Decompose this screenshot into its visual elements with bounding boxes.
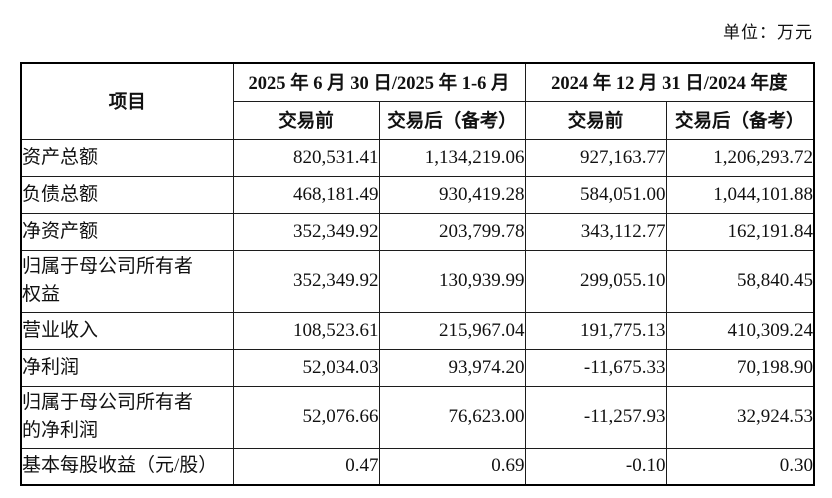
subheader-2025-post-transaction: 交易后（备考）	[378, 100, 526, 140]
cell-value: 58,840.45	[665, 249, 815, 313]
cell-value: 927,163.77	[524, 138, 667, 177]
row-label: 净资产额	[20, 212, 234, 251]
header-row-subcolumns: 交易前 交易后（备考） 交易前 交易后（备考）	[21, 100, 815, 140]
cell-value: 410,309.24	[665, 311, 815, 350]
table-row-net-assets: 净资产额 352,349.92 203,799.78 343,112.77 16…	[20, 212, 815, 251]
cell-value: 584,051.00	[524, 175, 667, 214]
cell-value: 52,034.03	[232, 348, 380, 387]
cell-value: 93,974.20	[378, 348, 526, 387]
financial-comparison-table: 项目 2025 年 6 月 30 日/2025 年 1-6 月 2024 年 1…	[20, 62, 816, 486]
cell-value: -11,257.93	[524, 385, 667, 449]
table-row-basic-eps: 基本每股收益（元/股） 0.47 0.69 -0.10 0.30	[20, 447, 815, 486]
row-label: 资产总额	[20, 138, 234, 177]
item-column-header: 项目	[20, 62, 234, 140]
cell-value: 0.69	[378, 447, 526, 486]
period-2024-header: 2024 年 12 月 31 日/2024 年度	[524, 62, 815, 102]
cell-value: 130,939.99	[378, 249, 526, 313]
row-label: 营业收入	[20, 311, 234, 350]
cell-value: 343,112.77	[524, 212, 667, 251]
cell-value: 930,419.28	[378, 175, 526, 214]
table-row-parent-net-profit: 归属于母公司所有者 的净利润 52,076.66 76,623.00 -11,2…	[20, 385, 815, 449]
cell-value: 108,523.61	[232, 311, 380, 350]
cell-value: 70,198.90	[665, 348, 815, 387]
cell-value: 352,349.92	[232, 212, 380, 251]
cell-value: 76,623.00	[378, 385, 526, 449]
cell-value: -11,675.33	[524, 348, 667, 387]
row-label: 负债总额	[20, 175, 234, 214]
row-label: 基本每股收益（元/股）	[20, 447, 234, 486]
cell-value: 0.47	[232, 447, 380, 486]
period-2025-header: 2025 年 6 月 30 日/2025 年 1-6 月	[232, 62, 526, 102]
cell-value: 1,206,293.72	[665, 138, 815, 177]
cell-value: 32,924.53	[665, 385, 815, 449]
row-label: 归属于母公司所有者 权益	[20, 249, 234, 313]
cell-value: 215,967.04	[378, 311, 526, 350]
cell-value: 0.30	[665, 447, 815, 486]
table-row-total-assets: 资产总额 820,531.41 1,134,219.06 927,163.77 …	[20, 138, 815, 177]
table-row-total-liabilities: 负债总额 468,181.49 930,419.28 584,051.00 1,…	[20, 175, 815, 214]
unit-label: 单位：万元	[723, 23, 813, 42]
table-row-parent-equity: 归属于母公司所有者 权益 352,349.92 130,939.99 299,0…	[20, 249, 815, 313]
row-label: 净利润	[20, 348, 234, 387]
cell-value: 191,775.13	[524, 311, 667, 350]
cell-value: 203,799.78	[378, 212, 526, 251]
cell-value: 1,134,219.06	[378, 138, 526, 177]
table-row-operating-revenue: 营业收入 108,523.61 215,967.04 191,775.13 41…	[20, 311, 815, 350]
cell-value: -0.10	[524, 447, 667, 486]
cell-value: 52,076.66	[232, 385, 380, 449]
cell-value: 162,191.84	[665, 212, 815, 251]
cell-value: 1,044,101.88	[665, 175, 815, 214]
cell-value: 299,055.10	[524, 249, 667, 313]
subheader-2025-pre-transaction: 交易前	[232, 100, 380, 140]
header-row-groups: 项目 2025 年 6 月 30 日/2025 年 1-6 月 2024 年 1…	[20, 62, 815, 140]
cell-value: 820,531.41	[232, 138, 380, 177]
table-row-net-profit: 净利润 52,034.03 93,974.20 -11,675.33 70,19…	[20, 348, 815, 387]
row-label: 归属于母公司所有者 的净利润	[20, 385, 234, 449]
subheader-2024-pre-transaction: 交易前	[524, 100, 667, 140]
subheader-2024-post-transaction: 交易后（备考）	[665, 100, 815, 140]
cell-value: 468,181.49	[232, 175, 380, 214]
cell-value: 352,349.92	[232, 249, 380, 313]
